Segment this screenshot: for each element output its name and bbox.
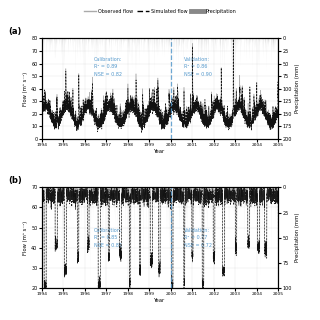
Y-axis label: Flow (m³ s⁻¹): Flow (m³ s⁻¹) — [23, 220, 28, 255]
X-axis label: Year: Year — [154, 298, 166, 302]
Y-axis label: Precipitation (mm): Precipitation (mm) — [295, 213, 300, 262]
Legend: Observed flow, Simulated flow, Precipitation: Observed flow, Simulated flow, Precipita… — [82, 7, 238, 16]
Y-axis label: Precipitation (mm): Precipitation (mm) — [295, 64, 300, 114]
Text: Validation:
R² = 0.77
NSE = 0.72: Validation: R² = 0.77 NSE = 0.72 — [184, 228, 212, 248]
Text: Validation:
R² = 0.86
NSE = 0.90: Validation: R² = 0.86 NSE = 0.90 — [184, 57, 212, 77]
Text: (b): (b) — [8, 176, 22, 185]
Text: Calibration:
R² = 0.89
NSE = 0.82: Calibration: R² = 0.89 NSE = 0.82 — [94, 57, 122, 77]
X-axis label: Year: Year — [154, 148, 166, 154]
Text: Calibration:
R² = 0.85
NSE = 0.85: Calibration: R² = 0.85 NSE = 0.85 — [94, 228, 122, 248]
Y-axis label: Flow (m³ s⁻¹): Flow (m³ s⁻¹) — [23, 72, 28, 106]
Text: (a): (a) — [8, 28, 22, 36]
